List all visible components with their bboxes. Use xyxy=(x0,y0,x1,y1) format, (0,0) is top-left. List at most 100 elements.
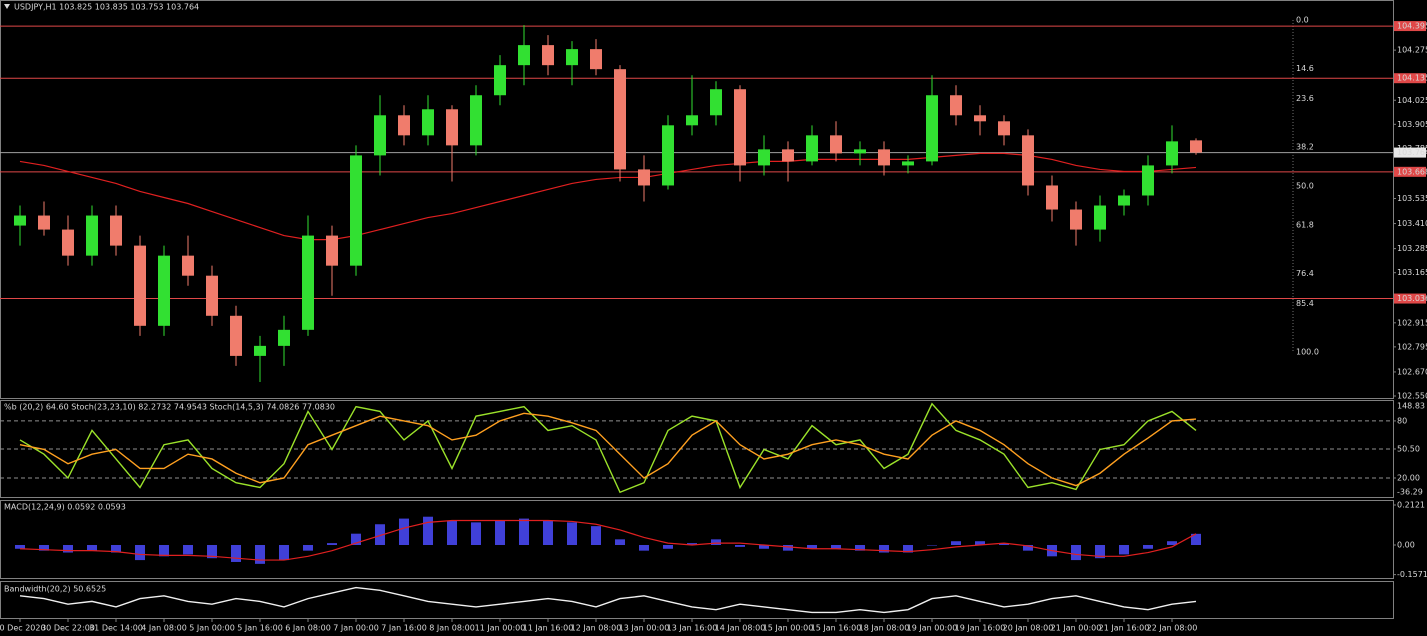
x-tick-label: 11 Jan 00:00 xyxy=(475,624,526,633)
candle-body xyxy=(134,245,146,326)
candle-body xyxy=(542,45,554,66)
candle-body xyxy=(806,135,818,162)
candle-body xyxy=(1046,185,1058,210)
candle-body xyxy=(254,345,266,356)
price-box xyxy=(1394,293,1426,304)
macd-bar xyxy=(759,544,769,549)
macd-bar xyxy=(591,526,601,545)
indicator-line xyxy=(19,586,1197,614)
x-tick-label: 15 Jan 00:00 xyxy=(763,624,814,633)
candle-body xyxy=(398,115,410,136)
y-tick-label: 102.670 xyxy=(1397,367,1427,376)
y-tick-label: 103.165 xyxy=(1397,268,1427,277)
macd-bar xyxy=(639,544,649,551)
candle-body xyxy=(206,275,218,316)
macd-bar xyxy=(783,544,793,551)
y-tick-label: 80 xyxy=(1397,416,1407,425)
macd-bar xyxy=(855,544,865,551)
fib-label: 50.0 xyxy=(1296,181,1314,190)
macd-bar xyxy=(255,544,265,564)
macd-bar xyxy=(807,544,817,549)
macd-bar xyxy=(1023,544,1033,551)
x-tick-label: 7 Jan 00:00 xyxy=(333,624,379,633)
macd-bar xyxy=(519,518,529,545)
x-tick-label: 20 Jan 08:00 xyxy=(1003,624,1054,633)
macd-bar xyxy=(1143,544,1153,549)
main-panel xyxy=(0,0,1394,399)
y-tick-label: -0.1571 xyxy=(1397,570,1427,579)
macd-bar xyxy=(327,543,337,545)
x-tick-label: 5 Jan 16:00 xyxy=(237,624,283,633)
indicator-line xyxy=(19,412,1197,487)
candle-body xyxy=(1142,165,1154,196)
macd-bar xyxy=(111,544,121,553)
candle-body xyxy=(374,115,386,156)
candle-body xyxy=(86,215,98,256)
panel-title: Bandwidth(20,2) 50.6525 xyxy=(4,585,106,594)
candle-body xyxy=(518,45,530,66)
macd-bar xyxy=(543,520,553,545)
candle-body xyxy=(158,255,170,326)
scale-label: -36.29 xyxy=(1397,488,1423,497)
x-tick-label: 8 Jan 08:00 xyxy=(429,624,475,633)
fib-label: 23.6 xyxy=(1296,94,1314,103)
moving-average xyxy=(19,152,1197,241)
y-tick-label: 102.795 xyxy=(1397,342,1427,351)
candle-body xyxy=(1118,195,1130,206)
candle-body xyxy=(950,95,962,116)
scale-label: 148.83 xyxy=(1397,402,1425,411)
fib-label: 85.4 xyxy=(1296,299,1314,308)
macd-bar xyxy=(663,544,673,549)
macd-bar xyxy=(39,544,49,551)
macd-bar xyxy=(927,544,937,546)
last-price-label: 103.764 xyxy=(1397,148,1427,157)
x-tick-label: 13 Jan 00:00 xyxy=(619,624,670,633)
x-tick-label: 15 Jan 16:00 xyxy=(811,624,862,633)
candle-body xyxy=(686,115,698,126)
menu-icon[interactable] xyxy=(4,4,10,9)
y-tick-label: 102.915 xyxy=(1397,318,1427,327)
x-tick-label: 11 Jan 16:00 xyxy=(523,624,574,633)
candle-body xyxy=(926,95,938,162)
x-tick-label: 6 Jan 08:00 xyxy=(285,624,331,633)
x-tick-label: 5 Jan 00:00 xyxy=(189,624,235,633)
candle-body xyxy=(422,109,434,136)
x-tick-label: 21 Jan 16:00 xyxy=(1099,624,1150,633)
macd-bar xyxy=(1095,544,1105,559)
candle-body xyxy=(494,65,506,96)
panel-title: %b (20,2) 64.60 Stoch(23,23,10) 82.2732 … xyxy=(4,403,335,412)
signal-line xyxy=(19,519,1197,561)
y-tick-label: 103.905 xyxy=(1397,120,1427,129)
y-tick-label: 0.2121 xyxy=(1397,500,1425,509)
candle-body xyxy=(854,149,866,154)
x-tick-label: 22 Jan 08:00 xyxy=(1147,624,1198,633)
x-tick-label: 7 Jan 16:00 xyxy=(381,624,427,633)
candle-body xyxy=(38,215,50,230)
price-label: 104.395 xyxy=(1397,22,1427,31)
candle-body xyxy=(14,215,26,226)
candle-body xyxy=(62,229,74,256)
candle-body xyxy=(230,315,242,356)
macd-bar xyxy=(495,520,505,545)
macd-bar xyxy=(423,516,433,545)
y-tick-label: 102.550 xyxy=(1397,391,1427,400)
macd-bar xyxy=(735,544,745,547)
macd-bar xyxy=(1167,541,1177,545)
x-tick-label: 14 Jan 08:00 xyxy=(715,624,766,633)
macd-bar xyxy=(999,543,1009,545)
price-label: 103.036 xyxy=(1397,294,1427,303)
macd-bar xyxy=(351,533,361,545)
candle-body xyxy=(758,149,770,166)
macd-bar xyxy=(279,544,289,561)
fib-label: 76.4 xyxy=(1296,269,1314,278)
macd-bar xyxy=(831,544,841,549)
macd-bar xyxy=(879,544,889,553)
candle-body xyxy=(710,89,722,116)
macd-bar xyxy=(399,518,409,545)
macd-bar xyxy=(447,520,457,545)
candle-body xyxy=(326,235,338,266)
macd-bar xyxy=(567,522,577,545)
y-tick-label: 50.50 xyxy=(1397,444,1420,453)
x-tick-label: 30 Dec 2020 xyxy=(0,624,46,633)
macd-bar xyxy=(711,539,721,545)
